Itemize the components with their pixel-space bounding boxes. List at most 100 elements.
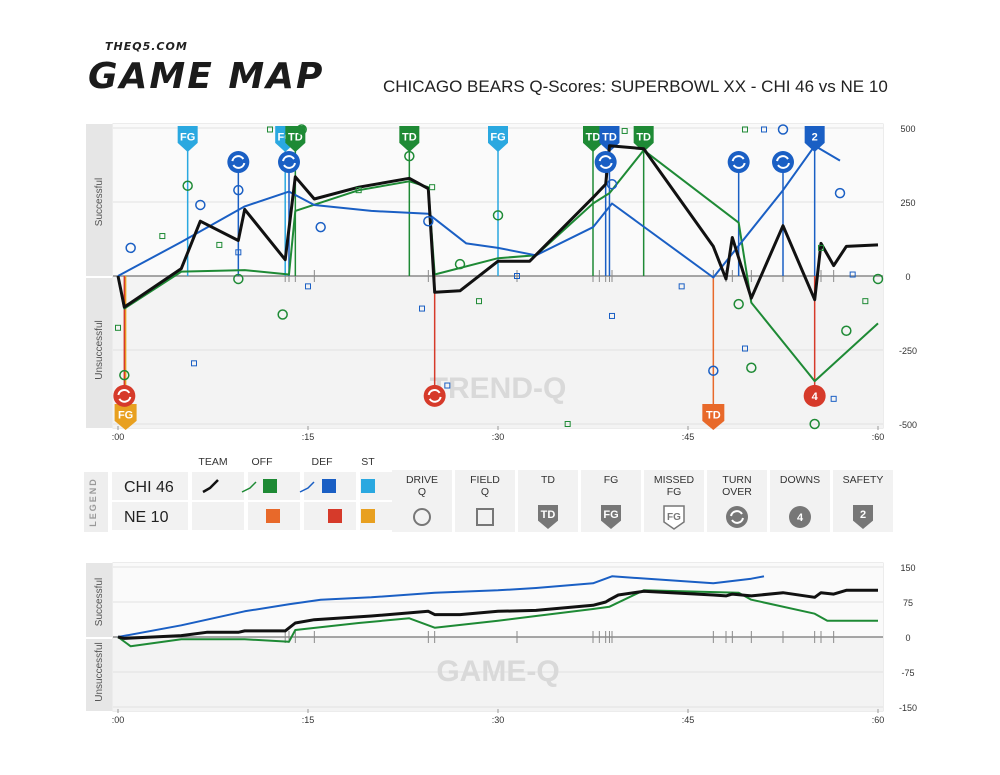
td-marker-glyph: TD: [402, 131, 417, 143]
x-tick-label: :15: [302, 432, 315, 442]
field-q-marker: [862, 298, 869, 305]
legend-label: LEGEND: [88, 477, 98, 527]
legend-team-cell: [112, 472, 188, 500]
downs-icon: [789, 506, 811, 528]
fg-marker: [488, 126, 508, 152]
drive-q-marker: [277, 309, 288, 320]
field-q-marker: [429, 184, 436, 191]
field-q-marker: [514, 273, 520, 279]
fg-marker-glyph: FG: [118, 409, 133, 421]
td-marker-glyph: TD: [288, 131, 303, 143]
drive-q-marker: [315, 221, 326, 233]
y-tick-label: -75: [901, 668, 914, 678]
drive-q-marker: [454, 258, 466, 270]
td-marker: [633, 126, 654, 152]
fg-shield-icon: [601, 505, 621, 529]
td-marker: [285, 126, 306, 152]
field-q-marker: [115, 324, 121, 331]
drive-q-marker: [233, 184, 244, 196]
drive-q-marker: [606, 178, 618, 190]
turnover-marker-arrow-b: [232, 162, 246, 169]
x-tick-label: :45: [682, 715, 695, 725]
y-tick-label: 75: [903, 598, 913, 608]
ylabel-bottom-panel: [86, 278, 112, 428]
field-q-marker: [818, 244, 824, 251]
td-marker: [702, 404, 725, 430]
ylabel-top-panel: [86, 563, 112, 637]
drive-q-marker: [708, 365, 719, 376]
st-square-swatch: [361, 479, 375, 493]
legend-col-head: TEAM: [198, 456, 227, 468]
turnover-marker: [113, 384, 136, 407]
legend-icon-label: TURN: [722, 474, 751, 486]
y-tick-label: 150: [900, 563, 915, 573]
downs-marker-glyph: 4: [812, 391, 819, 403]
legend-icon-label: FG: [604, 474, 619, 486]
td-marker: [399, 126, 420, 152]
field-q-marker: [621, 127, 628, 134]
series-line-team: [116, 144, 879, 309]
drive-q-marker: [746, 362, 757, 374]
turnover-marker: [227, 151, 250, 174]
field-q-marker: [476, 298, 482, 305]
x-tick-label: :30: [492, 432, 505, 442]
field-q-marker: [419, 305, 425, 312]
y-tick-label: 0: [905, 633, 910, 643]
turnover-marker-arrow-b: [283, 162, 296, 169]
successful-band: [113, 563, 883, 637]
ylabel-bottom-panel: [86, 639, 112, 711]
turnover-marker-arrow-a: [598, 155, 612, 162]
legend-team-name: NE 10: [124, 509, 169, 526]
drive-q-marker: [233, 273, 244, 285]
legend-label-panel: [84, 472, 108, 532]
turnover-marker: [594, 151, 617, 174]
brand-site: THEQ5.COM: [105, 40, 188, 53]
safety-marker-glyph: 2: [812, 131, 818, 143]
def-square-swatch: [322, 479, 336, 493]
td-marker-glyph: TD: [602, 131, 617, 143]
field-q-marker: [742, 345, 748, 352]
field-q-marker: [159, 233, 166, 240]
safety-shield-icon-glyph: 2: [860, 509, 866, 521]
square-icon: [476, 508, 494, 526]
fg-shield-icon-glyph: FG: [603, 509, 618, 521]
y-tick-label: -500: [899, 420, 917, 430]
legend-col-head: DEF: [312, 456, 333, 468]
drive-q-marker: [404, 150, 415, 162]
legend-team-cell: [112, 502, 188, 530]
field-q-marker: [191, 360, 197, 367]
drive-q-marker: [492, 210, 504, 221]
chart-title: CHICAGO BEARS Q-Scores: SUPERBOWL XX - C…: [383, 77, 888, 96]
turnover-icon-arrow-b: [731, 517, 744, 524]
safety-shield-icon: [853, 505, 873, 529]
turnover-icon: [726, 506, 748, 528]
turnover-marker-arrow-a: [117, 389, 131, 396]
turnover-marker-arrow-b: [118, 396, 132, 403]
series-line-def: [117, 144, 841, 279]
unsuccessful-band: [113, 276, 883, 428]
y-tick-label: 0: [905, 272, 910, 282]
legend-team-name: CHI 46: [124, 479, 174, 496]
legend-icon-label: TD: [541, 474, 555, 486]
ylabel-unsuccessful: Unsuccessful: [94, 320, 105, 379]
turnover-icon-arrow-a: [730, 510, 743, 517]
fg-marker: [114, 404, 137, 430]
legend-swatch-cell: [192, 472, 244, 500]
x-tick-label: :00: [112, 715, 125, 725]
y-tick-label: -150: [899, 703, 917, 713]
turnover-marker-arrow-a: [776, 155, 789, 162]
unsuccessful-band: [113, 637, 883, 711]
missed-fg-shield-icon-glyph: FG: [667, 512, 681, 523]
ylabel-successful: Successful: [94, 178, 105, 226]
field-q-marker: [564, 421, 571, 427]
legend-icon-label: FG: [667, 486, 682, 498]
turnover-marker-arrow-a: [282, 155, 295, 162]
y-tick-label: 250: [900, 198, 915, 208]
legend-icon-label: MISSED: [654, 474, 695, 486]
safety-marker: [804, 126, 825, 152]
ylabel-top-panel: [86, 124, 112, 276]
fg-marker-glyph: FG: [490, 131, 505, 143]
fg-marker-glyph: FG: [180, 131, 195, 143]
drive-q-marker: [733, 298, 744, 310]
turnover-marker-arrow-a: [731, 155, 745, 162]
